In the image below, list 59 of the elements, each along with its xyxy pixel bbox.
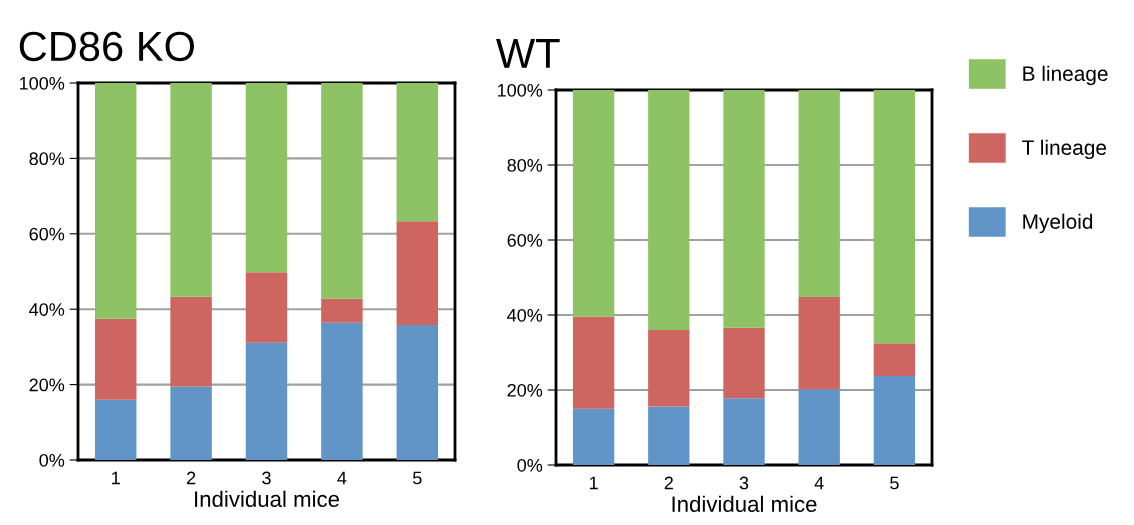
chart-title: CD86 KO [19, 31, 194, 62]
x-axis-title: Individual mice [672, 495, 817, 513]
bar [648, 330, 690, 407]
y-tick-label: 60% [29, 227, 65, 241]
bar [873, 343, 916, 377]
bar [723, 90, 765, 328]
bar [396, 221, 439, 326]
bar [321, 322, 363, 460]
x-tick-label: 5 [890, 476, 899, 490]
bar [94, 318, 137, 400]
y-tick-label: 20% [507, 383, 543, 397]
legend-label: B lineage [1023, 65, 1108, 86]
bar [648, 90, 690, 330]
x-tick-label: 2 [186, 471, 196, 485]
x-tick-label: 3 [262, 471, 271, 485]
bar [170, 296, 212, 387]
y-tick-label: 0% [517, 458, 543, 472]
chart-title: WT [496, 39, 560, 68]
legend-label: Myeloid [1023, 213, 1093, 234]
y-tick-label: 60% [507, 233, 543, 247]
bar [798, 90, 840, 297]
bar [723, 398, 765, 465]
legend-label: T lineage [1022, 139, 1107, 160]
bar [572, 408, 615, 465]
y-tick-label: 40% [29, 303, 65, 316]
y-tick-label: 0% [39, 453, 65, 467]
x-tick-label: 1 [112, 471, 120, 485]
y-tick-label: 100% [498, 83, 543, 97]
bar [798, 389, 840, 465]
bar [245, 83, 288, 273]
bar [245, 342, 288, 460]
y-tick-label: 80% [507, 158, 543, 172]
x-tick-label: 3 [739, 476, 749, 490]
x-axis-title: Individual mice [195, 490, 340, 508]
bar [245, 272, 288, 343]
bar [572, 316, 615, 409]
bar [94, 399, 137, 460]
bar [873, 376, 916, 465]
bar [873, 90, 916, 344]
y-tick-label: 40% [507, 308, 543, 322]
x-tick-label: 1 [589, 476, 598, 490]
bar [321, 298, 363, 323]
x-tick-label: 2 [664, 476, 673, 490]
bar [170, 83, 212, 297]
bar [396, 325, 439, 460]
x-tick-label: 4 [337, 471, 347, 485]
bar [94, 83, 137, 319]
y-tick-label: 80% [29, 152, 65, 166]
x-tick-label: 5 [413, 471, 422, 485]
bar [321, 83, 363, 299]
bar [798, 297, 840, 390]
x-tick-label: 4 [814, 476, 824, 490]
y-tick-label: 100% [20, 76, 65, 90]
bar [396, 83, 439, 222]
bar [170, 386, 212, 460]
bar [723, 327, 765, 399]
y-tick-label: 20% [29, 378, 65, 392]
bar [648, 406, 690, 465]
bar [572, 90, 615, 317]
